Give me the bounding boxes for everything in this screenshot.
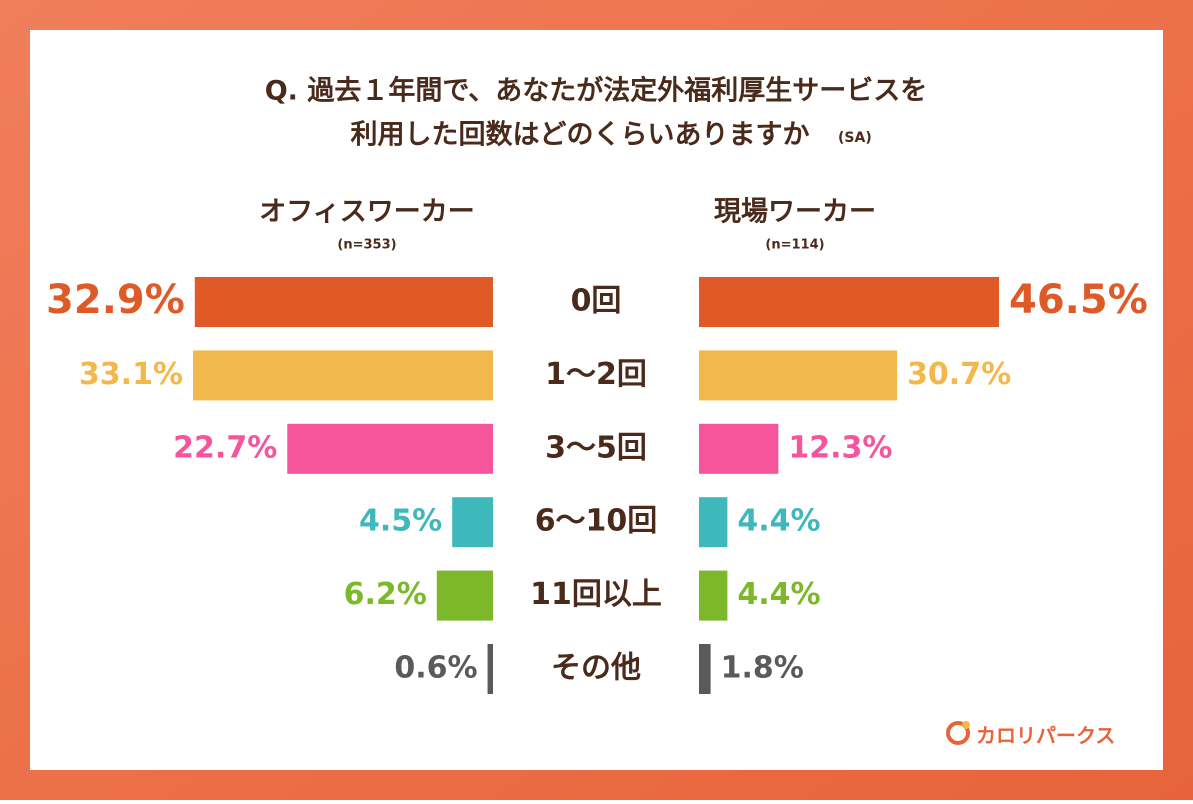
- logo: カロリパークス: [946, 721, 1115, 748]
- series-subtitle: (n=353): [337, 238, 396, 253]
- value-label: 4.4%: [737, 504, 820, 539]
- bar: [699, 644, 711, 694]
- bar: [436, 570, 493, 621]
- bar: [287, 423, 493, 474]
- bar: [699, 277, 999, 327]
- bar: [487, 644, 493, 694]
- series-subtitle: (n=114): [765, 238, 824, 253]
- value-label: 33.1%: [79, 357, 183, 392]
- value-label: 4.4%: [737, 577, 820, 612]
- value-label: 32.9%: [46, 277, 185, 323]
- value-label: 22.7%: [173, 430, 277, 465]
- bar: [699, 423, 779, 474]
- category-label: 0回: [571, 284, 622, 319]
- bar: [194, 277, 493, 327]
- title-line: 利用した回数はどのくらいありますか: [351, 120, 810, 151]
- bar: [699, 497, 728, 548]
- value-label: 0.6%: [394, 651, 477, 686]
- series-name: オフィスワーカー: [259, 197, 474, 228]
- value-label: 46.5%: [1009, 277, 1148, 323]
- value-label: 6.2%: [344, 577, 427, 612]
- value-label: 12.3%: [788, 430, 892, 465]
- category-label: 3〜5回: [545, 430, 647, 465]
- series-name: 現場ワーカー: [714, 197, 876, 228]
- brand: カロリパークス: [976, 724, 1115, 748]
- value-label: 30.7%: [907, 357, 1011, 392]
- value-label: 1.8%: [721, 651, 804, 686]
- category-label: 1〜2回: [545, 357, 647, 392]
- bar: [452, 497, 493, 548]
- title-note: (SA): [838, 130, 872, 146]
- bar: [193, 350, 493, 401]
- title-line: Q. 過去１年間で、あなたが法定外福利厚生サービスを: [265, 75, 928, 107]
- category-label: 11回以上: [530, 577, 662, 612]
- value-label: 4.5%: [359, 504, 442, 539]
- category-label: その他: [551, 651, 641, 686]
- bar: [699, 350, 898, 401]
- bar: [699, 570, 728, 621]
- category-label: 6〜10回: [535, 504, 658, 539]
